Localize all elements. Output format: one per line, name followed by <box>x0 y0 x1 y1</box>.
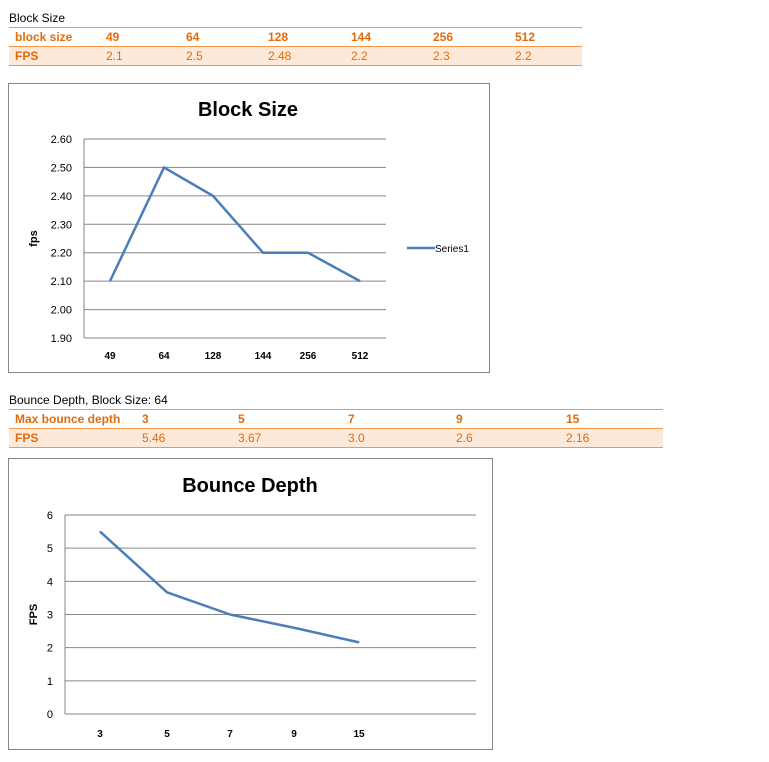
block-size-fps-value: 2.2 <box>515 46 582 66</box>
block-size-fps-value: 2.1 <box>106 46 186 66</box>
x-tick-label: 144 <box>255 351 272 362</box>
block-size-col: 64 <box>186 27 268 47</box>
series-line <box>108 166 361 283</box>
x-tick-label: 3 <box>97 729 103 740</box>
block-size-table: block size 49 64 128 144 256 512 FPS 2.1… <box>9 27 582 66</box>
chart-title: Bounce Depth <box>182 475 318 497</box>
y-axis-label: fps <box>28 230 40 247</box>
bounce-depth-header-row: Max bounce depth 3 5 7 9 15 <box>9 409 663 429</box>
legend-label: Series1 <box>435 244 469 255</box>
y-tick-label: 6 <box>47 510 53 522</box>
block-size-col: 512 <box>515 27 582 47</box>
bounce-depth-row-label: FPS <box>9 428 142 448</box>
block-size-fps-value: 2.48 <box>268 46 351 66</box>
data-point <box>229 614 231 615</box>
y-axis-label: FPS <box>28 604 40 625</box>
x-tick-label: 7 <box>227 729 233 740</box>
x-tick-label: 5 <box>164 729 170 740</box>
y-tick-label: 2.10 <box>51 276 72 288</box>
y-tick-label: 4 <box>47 576 53 588</box>
y-tick-label: 2.00 <box>51 305 72 317</box>
block-size-section-title: Block Size <box>9 11 66 25</box>
bounce-depth-col: 7 <box>348 409 456 429</box>
data-point <box>99 531 101 533</box>
bounce-depth-col: 15 <box>566 409 663 429</box>
bounce-depth-col: 9 <box>456 409 566 429</box>
block-size-header-label: block size <box>9 27 106 47</box>
y-tick-label: 2.60 <box>51 134 72 146</box>
bounce-depth-fps-value: 5.46 <box>142 428 238 448</box>
bounce-depth-header-label: Max bounce depth <box>9 409 142 429</box>
block-size-row-label: FPS <box>9 46 106 66</box>
y-tick-label: 2.20 <box>51 248 72 260</box>
bounce-depth-table: Max bounce depth 3 5 7 9 15 FPS 5.46 3.6… <box>9 409 663 448</box>
x-tick-label: 512 <box>352 351 369 362</box>
bounce-depth-chart: Bounce Depth 0 1 2 3 4 5 6 FPS 3 5 7 9 15 <box>8 458 493 750</box>
y-tick-label: 1 <box>47 676 53 688</box>
block-size-chart-svg: Block Size 1.90 2.00 2.10 2.20 2.30 2.40 2.50 2.… <box>28 99 469 362</box>
data-point <box>293 627 295 629</box>
y-tick-label: 2.30 <box>51 219 72 231</box>
x-tick-label: 64 <box>158 351 170 362</box>
bounce-depth-fps-value: 3.67 <box>238 428 348 448</box>
block-size-fps-value: 2.2 <box>351 46 433 66</box>
block-size-header-row: block size 49 64 128 144 256 512 <box>9 27 582 47</box>
bounce-depth-col: 5 <box>238 409 348 429</box>
bounce-depth-fps-value: 2.6 <box>456 428 566 448</box>
x-tick-label: 49 <box>104 351 116 362</box>
bounce-depth-section-title: Bounce Depth, Block Size: 64 <box>9 393 168 407</box>
data-point <box>307 252 309 254</box>
bounce-depth-col: 3 <box>142 409 238 429</box>
block-size-fps-row: FPS 2.1 2.5 2.48 2.2 2.3 2.2 <box>9 46 582 66</box>
block-size-col: 49 <box>106 27 186 47</box>
bounce-depth-fps-value: 2.16 <box>566 428 663 448</box>
x-tick-label: 9 <box>291 729 297 740</box>
y-tick-label: 2.50 <box>51 162 72 174</box>
y-tick-label: 2.40 <box>51 191 72 203</box>
data-point <box>109 280 111 282</box>
x-tick-label: 15 <box>353 729 365 740</box>
x-tick-label: 256 <box>300 351 317 362</box>
y-tick-label: 0 <box>47 709 53 721</box>
x-tick-label: 128 <box>205 351 222 362</box>
data-point <box>358 641 360 643</box>
data-point <box>359 280 361 282</box>
chart-title: Block Size <box>198 99 298 121</box>
block-size-col: 128 <box>268 27 351 47</box>
bounce-depth-chart-svg: Bounce Depth 0 1 2 3 4 5 6 FPS 3 5 7 9 15 <box>28 475 476 740</box>
block-size-col: 144 <box>351 27 433 47</box>
block-size-fps-value: 2.5 <box>186 46 268 66</box>
block-size-fps-value: 2.3 <box>433 46 515 66</box>
y-tick-label: 3 <box>47 610 53 622</box>
y-tick-label: 5 <box>47 543 53 555</box>
y-tick-label: 2 <box>47 643 53 655</box>
bounce-depth-fps-value: 3.0 <box>348 428 456 448</box>
data-point <box>166 591 168 593</box>
data-point <box>163 166 165 168</box>
block-size-chart: Block Size 1.90 2.00 2.10 2.20 2.30 2.40 2.50 2.… <box>8 83 490 373</box>
y-tick-label: 1.90 <box>51 333 72 345</box>
bounce-depth-fps-row: FPS 5.46 3.67 3.0 2.6 2.16 <box>9 428 663 448</box>
block-size-col: 256 <box>433 27 515 47</box>
data-point <box>262 252 264 254</box>
data-point <box>212 195 214 197</box>
